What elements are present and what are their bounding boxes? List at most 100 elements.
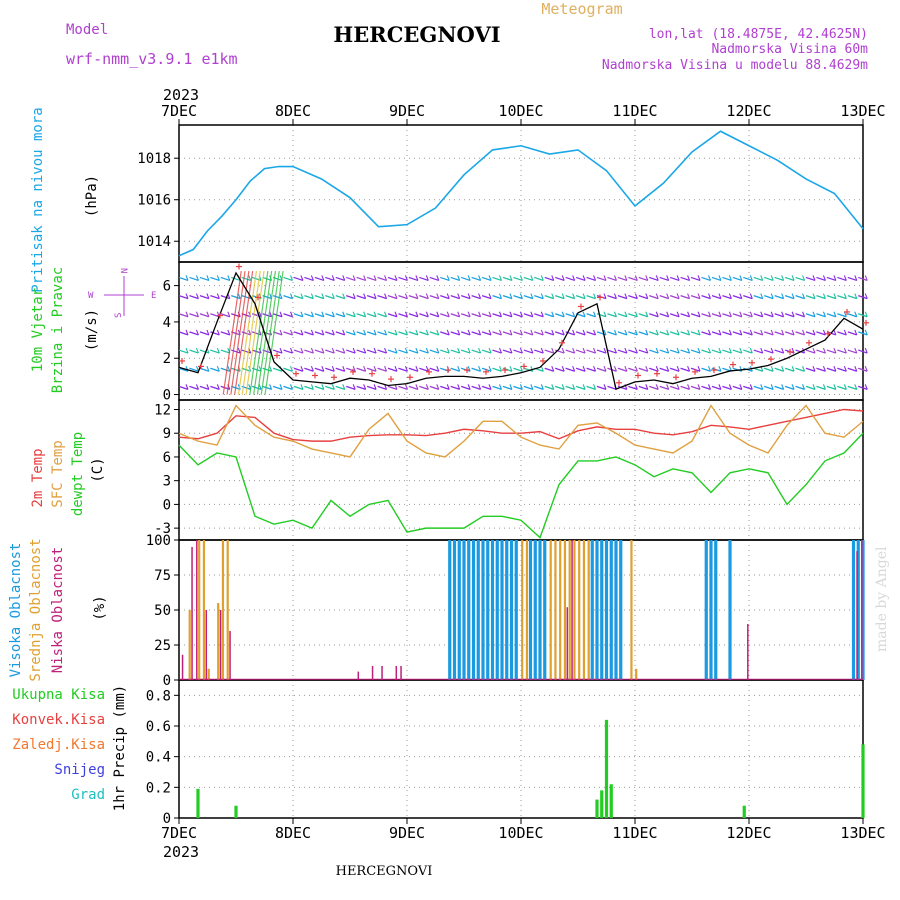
wind-barb — [199, 331, 210, 336]
wind-barb — [802, 366, 806, 372]
wind-barb — [540, 347, 544, 354]
wind-barb — [791, 329, 795, 336]
wind-barb — [582, 311, 586, 317]
wind-barb — [457, 329, 461, 336]
high_cloud-bar — [533, 540, 537, 680]
wind-barb — [603, 329, 607, 336]
wind-barb — [655, 384, 659, 390]
wind-barb — [335, 294, 345, 300]
wind-barb — [805, 276, 816, 282]
wind-barb — [649, 276, 659, 282]
wind-barb — [739, 347, 743, 354]
high_cloud-bar — [609, 540, 613, 680]
precip-legend-conv: Konvek.Kisa — [12, 712, 105, 728]
high_cloud-bar — [467, 540, 471, 680]
wind-barbs — [178, 270, 868, 395]
wind-barb — [425, 366, 429, 372]
wind-barb — [826, 276, 837, 282]
wind-barb — [195, 366, 199, 372]
wind-barb — [669, 294, 680, 300]
wind-barb — [655, 311, 659, 317]
wind-barb — [624, 293, 628, 299]
wind-barb — [659, 331, 669, 336]
wind-barb — [753, 385, 763, 390]
wind-barb — [446, 347, 450, 354]
wind-barb — [774, 276, 784, 282]
wind-barb — [561, 347, 565, 354]
mid_cloud-bar — [521, 540, 524, 680]
wind-barb — [220, 276, 231, 282]
wind-barb — [283, 331, 293, 336]
wind-barb — [199, 385, 210, 390]
wind-barb — [231, 276, 241, 282]
wind-barb — [220, 349, 231, 354]
wind-barb — [659, 276, 669, 282]
wind-barb — [450, 349, 460, 354]
wind-barb — [436, 293, 440, 299]
wind-barb — [373, 329, 377, 336]
wind-barb — [408, 349, 419, 354]
wind-barb — [342, 366, 346, 372]
wind-barb — [596, 313, 607, 318]
high_cloud-bar — [714, 540, 718, 680]
y-tick-label: 4 — [163, 315, 171, 331]
wind-barb — [460, 313, 471, 318]
wind-barb — [812, 329, 816, 336]
wind-barb — [460, 385, 471, 390]
wind-barb — [478, 366, 482, 372]
wind-barb — [478, 329, 482, 336]
wind-barb — [607, 331, 617, 336]
wind-barb — [262, 367, 272, 372]
wind-barb — [613, 329, 617, 336]
wind-barb — [206, 311, 210, 317]
wind-barb — [279, 293, 283, 299]
wind-barb — [707, 366, 712, 372]
wind-barb — [628, 331, 638, 336]
mid_cloud-bar — [549, 540, 552, 680]
wind-barb — [854, 366, 858, 372]
wind-barb — [363, 347, 367, 354]
wind-barb — [544, 385, 554, 390]
wind-barb — [565, 367, 575, 372]
low_cloud-bar — [861, 540, 863, 680]
wind-barb — [293, 385, 304, 390]
wind-barb — [478, 384, 482, 390]
wind-barb — [387, 313, 398, 318]
wind-barb — [628, 294, 638, 300]
wind-barb — [638, 385, 649, 390]
wind-barb — [272, 385, 283, 390]
wind-barb — [812, 311, 816, 317]
wind-barb — [690, 349, 701, 354]
wind-barb — [760, 311, 764, 317]
wind-barb — [492, 367, 502, 372]
wind-barb — [697, 347, 701, 354]
wind-barb — [784, 367, 795, 372]
wind-barb — [634, 275, 638, 281]
wind-barb — [753, 349, 763, 354]
wind-barb — [356, 276, 366, 282]
wind-barb — [325, 367, 335, 372]
wind-barb — [645, 311, 649, 317]
wind-barb — [523, 367, 534, 372]
wind-barb — [784, 331, 795, 336]
wind-barb — [398, 367, 408, 372]
wind-barb — [471, 294, 481, 300]
temp-ylabel-1: 2m Temp — [30, 448, 46, 507]
wind-barb — [624, 275, 628, 281]
wind-barb — [185, 329, 189, 336]
wind-barb — [415, 293, 419, 299]
wind-barb — [718, 311, 722, 317]
y-tick-label: 0.8 — [146, 688, 171, 704]
wind-barb — [408, 276, 419, 282]
wind-barb — [513, 367, 523, 372]
wind-barb — [701, 367, 711, 372]
wind-barb — [784, 294, 795, 300]
wind-barb — [728, 329, 732, 336]
wind-barb — [822, 347, 826, 354]
wind-barb — [544, 313, 554, 318]
precip-legend-frozen: Zaledj.Kisa — [12, 737, 105, 753]
wind-barb — [749, 384, 753, 390]
wind-barb — [387, 294, 398, 300]
wind-barb — [645, 293, 649, 299]
wind-barb — [561, 275, 565, 281]
